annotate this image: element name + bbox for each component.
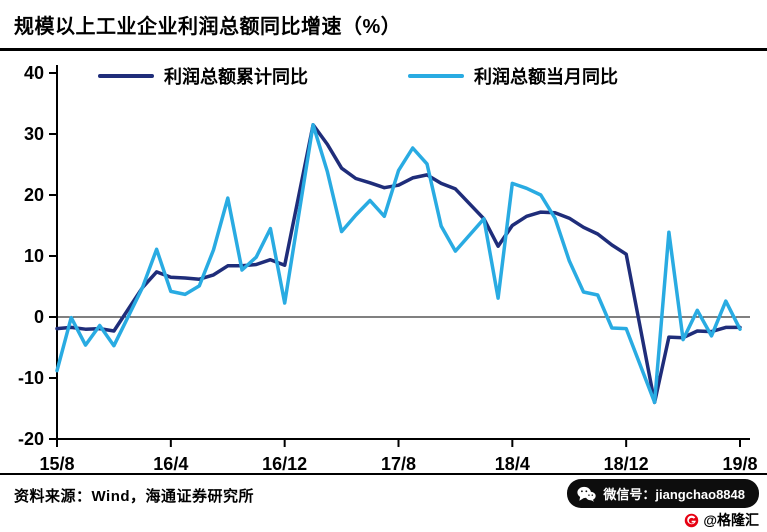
brand-line: @格隆汇 [684,510,759,530]
page-title: 规模以上工业企业利润总额同比增速（%） [14,16,402,38]
svg-text:-10: -10 [18,368,44,388]
brand-text: @格隆汇 [703,512,759,528]
svg-text:17/8: 17/8 [381,454,416,471]
svg-text:-20: -20 [18,429,44,449]
svg-text:10: 10 [24,246,44,266]
svg-text:30: 30 [24,124,44,144]
svg-text:19/8: 19/8 [722,454,757,471]
legend-label-cumulative: 利润总额累计同比 [164,67,308,87]
svg-text:18/4: 18/4 [495,454,530,471]
svg-text:20: 20 [24,185,44,205]
chart-header: 规模以上工业企业利润总额同比增速（%） [0,0,767,51]
svg-text:16/12: 16/12 [262,454,307,471]
svg-text:18/12: 18/12 [604,454,649,471]
chart-plot: 40 30 20 10 0 -10 -20 15/8 16/4 16/12 17/8 18/4 18/1… [18,63,758,474]
chart-area: 40 30 20 10 0 -10 -20 15/8 16/4 16/12 17/8 18/4 18/1… [0,51,767,474]
chart-legend: 利润总额累计同比 利润总额当月同比 [98,63,618,89]
wechat-badge: 微信号：jiangchao8848 [567,479,759,508]
watermark-area: 微信号：jiangchao8848 @格隆汇 [567,479,759,530]
svg-text:0: 0 [34,307,44,327]
svg-text:40: 40 [24,63,44,83]
legend-item-monthly: 利润总额当月同比 [408,63,618,89]
chart-footer: 资料来源：Wind，海通证券研究所 微信号：jiangchao8848 [0,473,767,531]
svg-text:15/8: 15/8 [39,454,74,471]
legend-item-cumulative: 利润总额累计同比 [98,63,308,89]
legend-swatch-cumulative [98,74,154,78]
wechat-icon [577,486,597,502]
source-note: 资料来源：Wind，海通证券研究所 [14,488,255,505]
gelonghui-logo-icon [684,513,699,528]
legend-swatch-monthly [408,74,464,78]
svg-text:16/4: 16/4 [153,454,188,471]
legend-label-monthly: 利润总额当月同比 [474,67,618,87]
wechat-id-text: 微信号：jiangchao8848 [603,487,745,502]
